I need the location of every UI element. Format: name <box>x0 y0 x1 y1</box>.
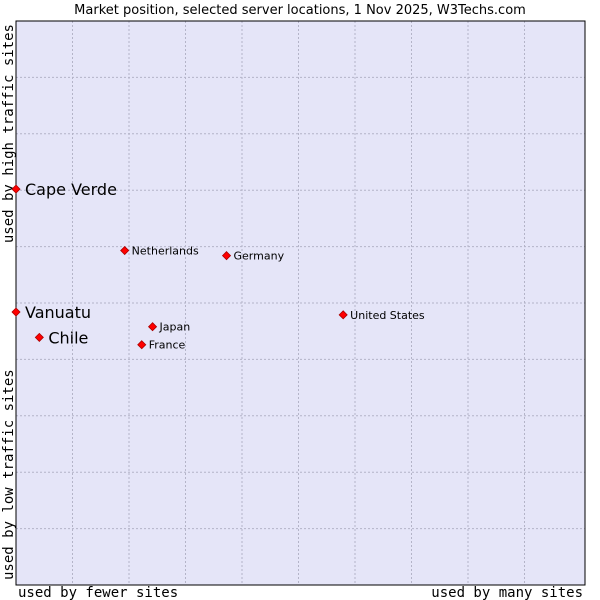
y-axis-label-low: used by low traffic sites <box>1 369 17 580</box>
point-label: Vanuatu <box>25 303 91 322</box>
point-label: United States <box>350 309 425 322</box>
point-marker <box>11 184 21 194</box>
data-point: Cape Verde <box>11 180 117 199</box>
y-axis-label-high: used by high traffic sites <box>1 24 17 243</box>
point-label: Netherlands <box>132 245 199 258</box>
data-point: Netherlands <box>120 245 199 258</box>
point-marker <box>338 310 348 320</box>
point-marker <box>11 307 21 317</box>
data-point: Vanuatu <box>11 303 91 322</box>
data-point: United States <box>338 309 425 322</box>
data-point: Japan <box>147 321 191 334</box>
point-label: Japan <box>159 321 191 334</box>
plot-border <box>15 20 586 586</box>
data-points: Cape Verde Netherlands Germany Vanuatu Unite… <box>11 180 425 352</box>
point-label: France <box>149 339 186 352</box>
point-marker <box>34 332 44 342</box>
point-marker <box>147 322 158 332</box>
data-point: France <box>137 339 186 352</box>
point-marker <box>137 340 147 350</box>
point-marker <box>120 245 130 256</box>
x-axis-label-high: used by many sites <box>431 585 583 600</box>
chart-title: Market position, selected server locatio… <box>74 3 526 18</box>
data-point: Germany <box>221 250 285 263</box>
point-label: Germany <box>234 250 285 263</box>
data-point: Chile <box>34 328 88 347</box>
point-label: Cape Verde <box>25 180 117 199</box>
point-label: Chile <box>48 328 88 347</box>
x-axis-label-low: used by fewer sites <box>18 585 178 600</box>
grid-lines <box>16 21 585 585</box>
point-marker <box>221 251 232 261</box>
